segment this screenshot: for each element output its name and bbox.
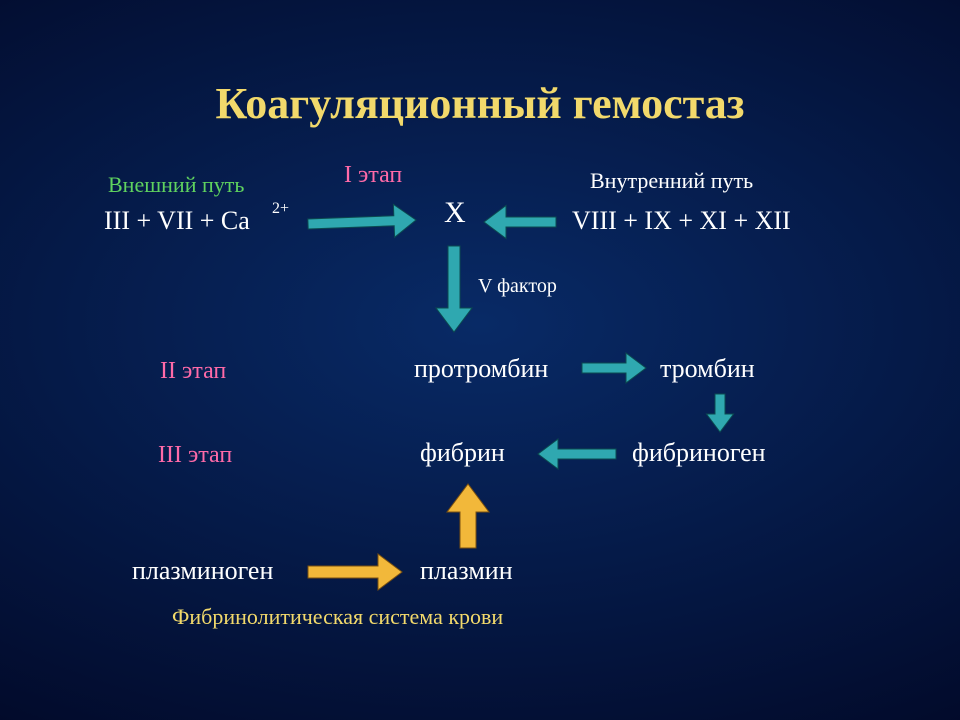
label-thrombin: тромбин: [660, 354, 755, 384]
label-plasmin: плазмин: [420, 556, 513, 586]
arrow-plasminogen-to-plasmin: [308, 554, 402, 590]
arrow-plasmin-up: [447, 484, 489, 548]
label-int_formula: VIII + IX + XI + XII: [572, 206, 791, 236]
arrow-fibrinogen-to-fibrin: [538, 439, 616, 469]
arrow-x-down: [436, 246, 472, 332]
label-fibrin: фибрин: [420, 438, 505, 468]
arrow-prothrombin-to-thrombin: [582, 353, 646, 383]
arrow-ext-to-x: [307, 204, 416, 241]
arrow-thrombin-down: [707, 394, 734, 432]
label-ext_formula_b: 2+: [272, 200, 289, 218]
label-intrinsic: Внутренний путь: [590, 168, 753, 194]
label-stage1: I этап: [344, 162, 402, 189]
label-stage2: II этап: [160, 358, 226, 385]
label-factor_v: V фактор: [478, 275, 557, 298]
label-fibrinolysis: Фибринолитическая система крови: [172, 604, 503, 630]
slide-title: Коагуляционный гемостаз: [0, 78, 960, 129]
label-ext_formula_a: III + VII + Ca: [104, 206, 250, 236]
label-fibrinogen: фибриноген: [632, 438, 766, 468]
diagram-stage: Коагуляционный гемостаз Внешний путь I эт…: [0, 0, 960, 720]
label-prothrombin: протромбин: [414, 354, 548, 384]
arrow-int-to-x: [484, 206, 556, 239]
label-extrinsic: Внешний путь: [108, 172, 244, 198]
label-plasminogen: плазминоген: [132, 556, 273, 586]
label-stage3: III этап: [158, 442, 232, 469]
label-factor_x: X: [444, 196, 466, 230]
